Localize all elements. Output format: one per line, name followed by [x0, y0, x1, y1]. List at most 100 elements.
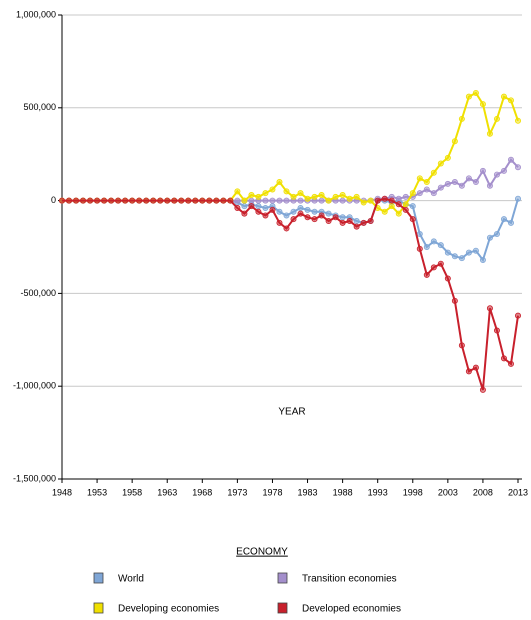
data-point: [339, 197, 346, 204]
data-point: [311, 216, 318, 223]
data-point: [486, 234, 493, 241]
data-point: [108, 197, 115, 204]
data-point: [381, 208, 388, 215]
data-point: [262, 212, 269, 219]
data-point: [339, 214, 346, 221]
data-point: [185, 197, 192, 204]
data-point: [220, 197, 227, 204]
data-point: [283, 188, 290, 195]
x-tick-label: 1968: [192, 487, 212, 497]
x-tick-label: 1973: [227, 487, 247, 497]
data-point: [465, 175, 472, 182]
data-point: [297, 190, 304, 197]
x-tick-label: 1983: [298, 487, 318, 497]
data-point: [269, 186, 276, 193]
data-point: [318, 212, 325, 219]
data-point: [479, 256, 486, 263]
data-point: [402, 193, 409, 200]
data-point: [472, 89, 479, 96]
data-point: [178, 197, 185, 204]
data-point: [507, 360, 514, 367]
data-point: [353, 223, 360, 230]
data-point: [430, 264, 437, 271]
data-point: [332, 193, 339, 200]
y-tick-label: -1,500,000: [13, 473, 56, 483]
data-point: [437, 160, 444, 167]
data-point: [115, 197, 122, 204]
x-tick-label: 2008: [473, 487, 493, 497]
data-point: [388, 197, 395, 204]
data-point: [395, 210, 402, 217]
data-point: [304, 214, 311, 221]
series-line: [62, 197, 519, 391]
data-point: [402, 201, 409, 208]
data-point: [465, 93, 472, 100]
x-tick-label: 1998: [403, 487, 423, 497]
data-point: [507, 219, 514, 226]
data-point: [360, 219, 367, 226]
data-point: [59, 197, 66, 204]
data-point: [430, 190, 437, 197]
data-point: [332, 214, 339, 221]
data-point: [101, 197, 108, 204]
data-point: [255, 208, 262, 215]
x-tick-label: 1958: [122, 487, 142, 497]
data-point: [444, 154, 451, 161]
legend-swatch: [277, 572, 288, 584]
data-point: [444, 249, 451, 256]
data-point: [500, 355, 507, 362]
data-point: [80, 197, 87, 204]
data-point: [507, 97, 514, 104]
data-point: [374, 197, 381, 204]
data-point: [297, 197, 304, 204]
data-point: [458, 182, 465, 189]
data-point: [416, 190, 423, 197]
data-point: [500, 93, 507, 100]
y-tick-label: 0: [51, 195, 56, 205]
data-point: [276, 179, 283, 186]
data-point: [129, 197, 136, 204]
y-tick-label: -1,000,000: [13, 381, 56, 391]
data-point: [437, 260, 444, 267]
x-tick-label: 2013: [508, 487, 528, 497]
data-point: [297, 205, 304, 212]
data-point: [262, 197, 269, 204]
data-point: [234, 205, 241, 212]
data-point: [66, 197, 73, 204]
data-point: [423, 179, 430, 186]
data-point: [493, 171, 500, 178]
data-point: [423, 186, 430, 193]
data-point: [444, 275, 451, 282]
data-point: [283, 197, 290, 204]
data-point: [430, 238, 437, 245]
data-point: [248, 203, 255, 210]
legend-swatch: [277, 602, 288, 614]
y-tick-label: 500,000: [23, 102, 56, 112]
data-point: [515, 312, 522, 319]
data-point: [241, 197, 248, 204]
data-point: [304, 195, 311, 202]
data-point: [479, 101, 486, 108]
data-point: [143, 197, 150, 204]
x-tick-label: 1978: [262, 487, 282, 497]
data-point: [318, 197, 325, 204]
data-point: [458, 115, 465, 122]
data-point: [465, 368, 472, 375]
data-point: [262, 190, 269, 197]
data-point: [206, 197, 213, 204]
data-point: [325, 218, 332, 225]
data-point: [150, 197, 157, 204]
legend-title: ECONOMY: [236, 547, 288, 558]
data-point: [276, 219, 283, 226]
data-point: [73, 197, 80, 204]
data-point: [297, 210, 304, 217]
data-point: [255, 193, 262, 200]
data-point: [472, 364, 479, 371]
data-point: [409, 190, 416, 197]
data-point: [283, 225, 290, 232]
data-point: [437, 184, 444, 191]
data-point: [234, 197, 241, 204]
data-point: [311, 193, 318, 200]
data-point: [311, 208, 318, 215]
